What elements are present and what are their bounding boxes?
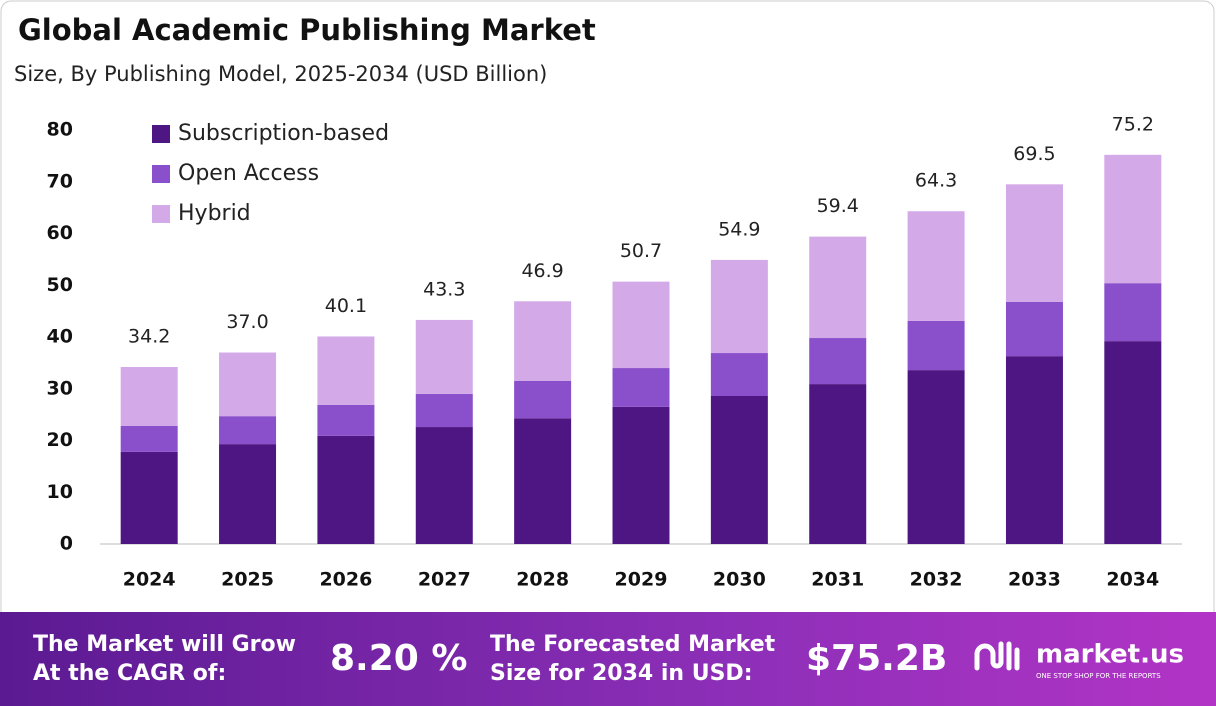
- x-tick-label: 2030: [713, 569, 766, 591]
- total-label: 37.0: [226, 311, 268, 333]
- x-tick-label: 2025: [221, 569, 274, 591]
- bar-segment: [1005, 356, 1063, 544]
- x-tick-label: 2034: [1106, 569, 1159, 591]
- bar-segment: [317, 336, 375, 405]
- bar-segment: [809, 338, 867, 385]
- y-tick-label: 60: [47, 222, 73, 244]
- x-tick-label: 2024: [123, 569, 176, 591]
- bar-segment: [809, 236, 867, 339]
- legend-label: Subscription-based: [178, 121, 389, 146]
- bar-segment: [907, 211, 965, 321]
- bar-segment: [809, 384, 867, 544]
- total-label: 64.3: [915, 170, 957, 192]
- y-tick-label: 30: [47, 377, 73, 399]
- x-tick-label: 2032: [910, 569, 963, 591]
- x-tick-label: 2031: [811, 569, 864, 591]
- bar-segment: [120, 451, 178, 544]
- bar-segment: [1104, 154, 1162, 284]
- legend-swatch: [152, 205, 170, 223]
- x-tick-label: 2027: [418, 569, 471, 591]
- chart-title: Global Academic Publishing Market: [18, 13, 596, 47]
- bar-segment: [514, 301, 572, 381]
- y-tick-label: 40: [47, 326, 73, 348]
- bar-segment: [1005, 184, 1063, 302]
- bar-segment: [612, 281, 670, 369]
- total-label: 54.9: [718, 218, 760, 240]
- total-label: 34.2: [128, 326, 170, 348]
- bar-segment: [612, 368, 670, 407]
- x-tick-label: 2033: [1008, 569, 1061, 591]
- y-tick-label: 10: [47, 481, 73, 503]
- total-label: 50.7: [620, 240, 662, 262]
- bar-segment: [415, 393, 473, 428]
- total-label: 75.2: [1112, 113, 1154, 135]
- bar-segment: [120, 367, 178, 427]
- bar-segment: [710, 395, 768, 544]
- legend-label: Hybrid: [178, 201, 251, 226]
- bar-segment: [317, 435, 375, 544]
- bar-segment: [219, 352, 277, 417]
- cagr-text: The Market will Grow At the CAGR of:: [33, 632, 296, 686]
- y-tick-label: 70: [47, 170, 73, 192]
- brand: market.us: [1036, 640, 1184, 670]
- footer-band: [0, 612, 1216, 706]
- y-tick-label: 20: [47, 429, 73, 451]
- bar-segment: [1104, 283, 1162, 342]
- bar-segment: [710, 259, 768, 354]
- forecast-text: The Forecasted Market Size for 2034 in U…: [490, 632, 776, 686]
- bar-segment: [514, 418, 572, 544]
- y-tick-label: 50: [47, 274, 73, 296]
- total-label: 40.1: [325, 295, 367, 317]
- bar-segment: [612, 406, 670, 544]
- bar-segment: [907, 370, 965, 544]
- bar-segment: [1104, 341, 1162, 544]
- bar-segment: [907, 320, 965, 371]
- y-tick-label: 80: [47, 119, 73, 141]
- forecast-value: $75.2B: [806, 638, 948, 679]
- bar-segment: [710, 353, 768, 396]
- bar-segment: [415, 427, 473, 544]
- bar-segment: [1005, 301, 1063, 357]
- tagline: ONE STOP SHOP FOR THE REPORTS: [1036, 672, 1161, 680]
- total-label: 69.5: [1013, 143, 1055, 165]
- bar-segment: [317, 404, 375, 436]
- bar-segment: [120, 426, 178, 452]
- legend-swatch: [152, 125, 170, 143]
- legend-swatch: [152, 165, 170, 183]
- bar-segment: [514, 380, 572, 419]
- bar-segment: [415, 319, 473, 394]
- brand-logo: [974, 641, 1020, 671]
- x-tick-label: 2029: [615, 569, 668, 591]
- total-label: 59.4: [817, 195, 859, 217]
- y-tick-label: 0: [60, 533, 73, 555]
- chart-subtitle: Size, By Publishing Model, 2025-2034 (US…: [14, 62, 547, 86]
- x-tick-label: 2028: [516, 569, 569, 591]
- legend-label: Open Access: [178, 161, 319, 186]
- total-label: 46.9: [521, 260, 563, 282]
- bar-segment: [219, 416, 277, 445]
- cagr-value: 8.20 %: [330, 638, 468, 679]
- x-tick-label: 2026: [319, 569, 372, 591]
- bar-segment: [219, 444, 277, 544]
- total-label: 43.3: [423, 278, 465, 300]
